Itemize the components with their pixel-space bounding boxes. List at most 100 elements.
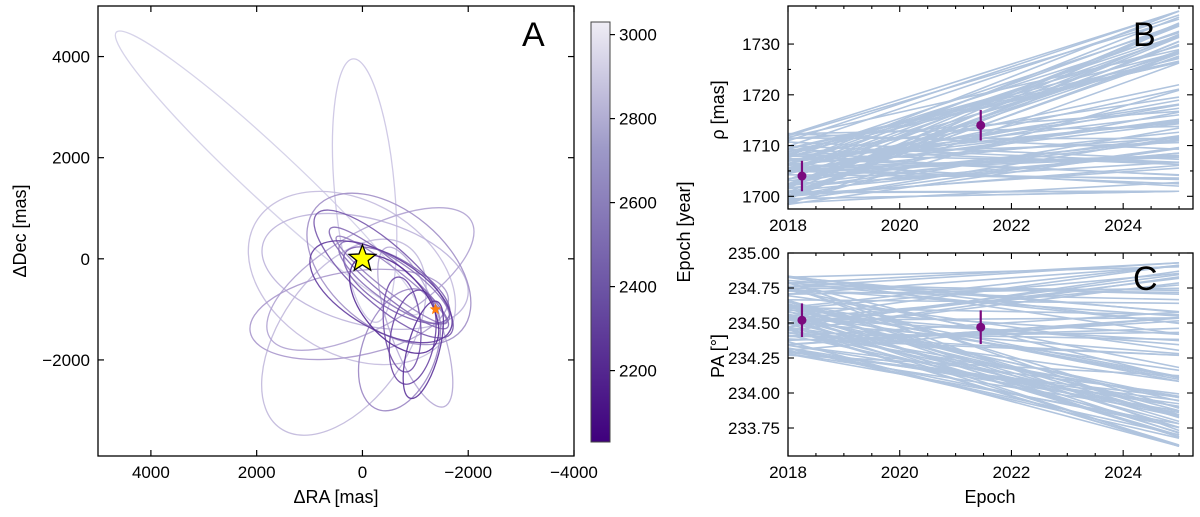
colorbar: 2200 2400 2600 2800 3000 Epoch [year]	[590, 21, 694, 443]
y-tick-label: 234.25	[728, 349, 780, 368]
y-axis-label: ΔDec [mas]	[10, 184, 30, 277]
orbit-track	[382, 276, 422, 373]
model-line	[788, 62, 1180, 206]
colorbar-tick-label: 2400	[619, 278, 657, 297]
model-line	[788, 262, 1180, 288]
model-line	[788, 299, 1180, 305]
model-line	[788, 190, 1180, 194]
x-tick-label: 2018	[769, 216, 807, 235]
orbit-track	[261, 212, 469, 331]
data-point	[976, 322, 986, 332]
model-line	[788, 10, 1180, 166]
rho-axis-label: ρ [mas]	[708, 80, 728, 139]
model-line	[788, 265, 1180, 295]
y-tick-label: 1710	[742, 137, 780, 156]
model-line	[788, 347, 1180, 428]
model-line	[788, 131, 1180, 173]
y-tick-label: 234.75	[728, 279, 780, 298]
panel-c-ticks: 2018 2020 2022 2024 233.75 234.00 234.25 234.50…	[728, 244, 1193, 482]
model-line	[788, 89, 1180, 204]
y-tick-label: 234.00	[728, 384, 780, 403]
separation-model-lines	[788, 10, 1180, 206]
model-line	[788, 119, 1180, 167]
x-tick-label: 2024	[1104, 216, 1142, 235]
model-line	[788, 138, 1180, 182]
data-point	[797, 315, 807, 325]
model-line	[788, 34, 1180, 166]
model-line	[788, 315, 1180, 399]
y-tick-label: 233.75	[728, 419, 780, 438]
companion-marker	[429, 303, 442, 315]
x-tick-label: 2020	[881, 463, 919, 482]
model-line	[788, 270, 1180, 328]
x-tick-label: 4000	[132, 463, 170, 482]
panel-b-letter: B	[1133, 16, 1156, 54]
colorbar-ticks: 2200 2400 2600 2800 3000	[610, 26, 657, 381]
model-line	[788, 306, 1180, 423]
model-line	[788, 265, 1180, 278]
y-tick-label: 234.50	[728, 314, 780, 333]
x-tick-label: 2022	[993, 463, 1031, 482]
model-line	[788, 276, 1180, 332]
model-line	[788, 162, 1180, 187]
model-line	[788, 320, 1180, 346]
y-tick-label: 235.00	[728, 244, 780, 263]
model-line	[788, 10, 1180, 142]
orbit-tracks	[114, 30, 475, 436]
data-point	[976, 120, 986, 130]
model-line	[788, 30, 1180, 172]
model-line	[788, 139, 1180, 186]
x-tick-label: 2024	[1104, 463, 1142, 482]
model-line	[788, 314, 1180, 434]
orbit-track	[260, 238, 427, 436]
orbit-track	[331, 58, 398, 323]
orbit-track	[114, 30, 420, 316]
model-line	[788, 287, 1180, 409]
x-tick-label: 0	[358, 463, 367, 482]
panel-c-frame	[787, 252, 1194, 457]
panel-b-ticks: 2018 2020 2022 2024 1700 1710 1720 1730	[742, 6, 1193, 235]
orbit-track	[377, 246, 454, 408]
model-line	[788, 190, 1180, 200]
separation-data-points	[797, 110, 986, 192]
model-line	[788, 16, 1180, 172]
colorbar-tick-label: 2200	[619, 362, 657, 381]
panel-a-frame	[97, 5, 575, 457]
x-tick-label: −4000	[550, 463, 598, 482]
orbit-track	[309, 240, 453, 344]
model-line	[788, 344, 1180, 408]
panel-a-ticks: 4000 2000 0 −2000 −4000 4000 2000 0 −2000	[42, 6, 598, 482]
model-line	[788, 294, 1180, 352]
model-line	[788, 31, 1180, 159]
x-tick-label: −2000	[444, 463, 492, 482]
model-line	[788, 340, 1180, 447]
y-tick-label: 1700	[742, 187, 780, 206]
panel-b-frame	[787, 5, 1194, 210]
model-line	[788, 56, 1180, 169]
model-line	[788, 306, 1180, 316]
x-axis-label: ΔRA [mas]	[293, 487, 378, 507]
model-line	[788, 285, 1180, 292]
panel-a-orbit-plot: 4000 2000 0 −2000 −4000 4000 2000 0 −2000 A ΔRA …	[10, 5, 598, 507]
model-line	[788, 25, 1180, 181]
x-tick-label: 2018	[769, 463, 807, 482]
y-tick-label: 0	[81, 250, 90, 269]
model-line	[788, 331, 1180, 341]
orbit-track	[266, 207, 475, 351]
model-line	[788, 315, 1180, 409]
y-tick-label: 1730	[742, 35, 780, 54]
model-line	[788, 309, 1180, 336]
pa-model-lines	[788, 262, 1180, 447]
model-line	[788, 174, 1180, 179]
epoch-axis-label: Epoch	[964, 487, 1015, 507]
colorbar-tick-label: 3000	[619, 26, 657, 45]
pa-data-points	[797, 303, 986, 344]
data-point	[797, 171, 807, 181]
panel-c-position-angle: 2018 2020 2022 2024 233.75 234.00 234.25 234.50…	[708, 244, 1194, 507]
orbit-track	[402, 300, 445, 400]
model-line	[788, 10, 1180, 136]
colorbar-tick-label: 2600	[619, 194, 657, 213]
orbit-track	[313, 209, 454, 339]
x-tick-label: 2020	[881, 216, 919, 235]
panel-a-letter: A	[522, 16, 545, 54]
